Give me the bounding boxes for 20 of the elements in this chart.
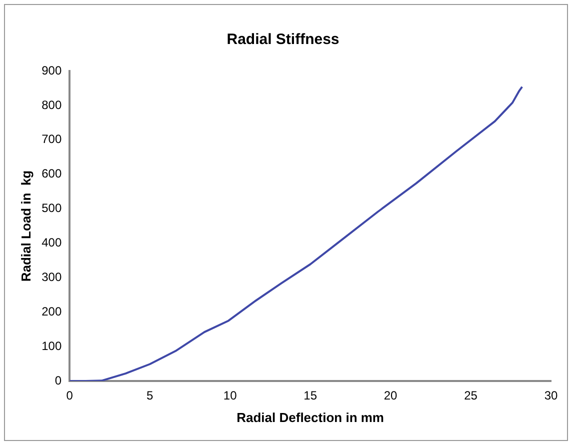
x-tick-label: 30: [544, 388, 558, 403]
y-tick-label: 0: [54, 373, 62, 388]
y-tick-label: 500: [42, 201, 62, 216]
chart-title: Radial Stiffness: [226, 31, 340, 48]
y-tick-label: 900: [42, 63, 62, 78]
y-tick-label: 200: [42, 304, 62, 318]
x-axis-title: Radial Deflection in mm: [236, 410, 384, 425]
x-tick-label: 25: [464, 388, 478, 403]
x-tick-label: 15: [304, 388, 318, 403]
y-tick-label: 700: [42, 132, 62, 146]
x-tick-label: 0: [66, 388, 74, 403]
y-tick-label: 300: [42, 270, 62, 284]
y-axis-title: Radial Load in kg: [18, 170, 34, 282]
y-tick-label: 400: [42, 236, 62, 250]
x-tick-label: 20: [384, 388, 398, 403]
y-tick-label: 100: [42, 338, 62, 353]
x-tick-label: 10: [223, 388, 238, 403]
y-tick-label: 600: [42, 166, 62, 181]
x-tick-label: 5: [146, 388, 154, 403]
y-tick-label: 800: [42, 98, 62, 112]
